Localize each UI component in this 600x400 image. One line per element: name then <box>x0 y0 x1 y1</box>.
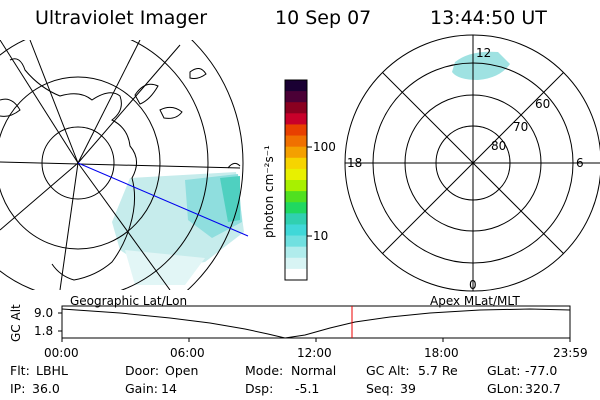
mlat-label-70: 70 <box>513 120 529 134</box>
gc-alt-ylabel: GC Alt <box>9 304 23 342</box>
info-label-seq: Seq: <box>366 381 394 396</box>
gc-alt-xtick-2359: 23:59 <box>553 346 588 360</box>
info-value-gain: 14 <box>161 381 177 396</box>
colorbar-band <box>285 224 307 237</box>
info-label-ip: IP: <box>10 381 26 396</box>
colorbar-band <box>285 213 307 225</box>
info-label-gcalt: GC Alt: <box>366 363 410 378</box>
gc-alt-xtick-1200: 12:00 <box>297 346 332 360</box>
info-label-flt: Flt: <box>10 363 30 378</box>
colorbar-band <box>285 235 307 248</box>
gc-alt-ytick-9: 9.0 <box>34 306 54 320</box>
info-value-door: Open <box>165 363 199 378</box>
colorbar-band <box>285 124 307 137</box>
colorbar-tick-100: 100 <box>313 140 336 154</box>
colorbar-band <box>285 180 307 192</box>
mlat-label-80: 80 <box>491 139 507 153</box>
mlt-label-0: 0 <box>469 278 477 292</box>
info-value-flt: LBHL <box>36 363 68 378</box>
info-value-glon: 320.7 <box>525 381 561 396</box>
colorbar-band <box>285 135 307 148</box>
info-label-gain: Gain: <box>125 381 158 396</box>
gc-alt-xtick-1800: 18:00 <box>424 346 459 360</box>
colorbar-band <box>285 113 307 125</box>
colorbar-band <box>285 168 307 181</box>
mlt-label-18: 18 <box>347 156 363 170</box>
info-value-gcalt: 5.7 Re <box>418 363 458 378</box>
colorbar-band <box>285 246 307 259</box>
info-label-door: Door: <box>125 363 160 378</box>
mlat-label-60: 60 <box>535 97 551 111</box>
mlt-label-6: 6 <box>576 156 584 170</box>
info-value-ip: 36.0 <box>32 381 60 396</box>
colorbar-band <box>285 257 307 270</box>
colorbar-band <box>285 102 307 114</box>
geographic-map-label: Geographic Lat/Lon <box>70 294 188 308</box>
info-value-glat: -77.0 <box>525 363 558 378</box>
observation-time: 13:44:50 UT <box>430 7 547 29</box>
colorbar-band <box>285 268 307 281</box>
gc-alt-ytick-1-8: 1.8 <box>34 324 54 338</box>
gc-alt-xtick-0000: 00:00 <box>44 346 79 360</box>
colorbar-band <box>285 80 307 92</box>
instrument-title: Ultraviolet Imager <box>35 7 208 29</box>
info-label-glon: GLon: <box>487 381 524 396</box>
info-value-dsp: -5.1 <box>295 381 320 396</box>
colorbar-band <box>285 191 307 203</box>
info-label-mode: Mode: <box>245 363 284 378</box>
gc-alt-xtick-0600: 06:00 <box>170 346 205 360</box>
colorbar-band <box>285 91 307 103</box>
polar-map-label: Apex MLat/MLT <box>430 294 520 308</box>
colorbar-band <box>285 146 307 159</box>
colorbar-band <box>285 202 307 214</box>
mlt-label-12: 12 <box>476 46 492 60</box>
info-label-dsp: Dsp: <box>245 381 274 396</box>
info-label-glat: GLat: <box>487 363 521 378</box>
info-value-mode: Normal <box>291 363 337 378</box>
observation-date: 10 Sep 07 <box>275 7 372 29</box>
colorbar-band <box>285 157 307 170</box>
info-value-seq: 39 <box>400 381 416 396</box>
colorbar-tick-10: 10 <box>313 229 329 243</box>
